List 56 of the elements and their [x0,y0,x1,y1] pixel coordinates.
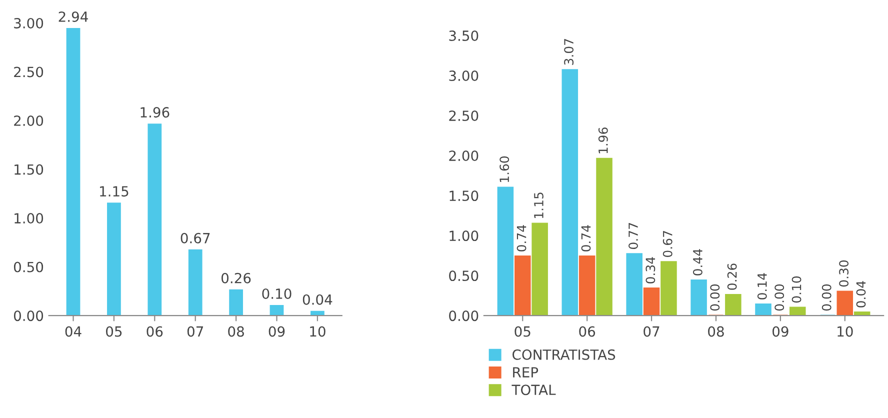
legend-label: CONTRATISTAS [512,349,616,360]
x-tick-label: 05 [514,326,530,337]
data-label: 0.30 [839,260,849,287]
x-tick-label: 06 [579,326,596,337]
data-label: 1.96 [598,128,608,154]
data-label: 0.04 [856,281,866,308]
data-label: 0.44 [692,249,702,276]
data-label: 0.34 [646,257,656,284]
y-tick-label: 0.50 [449,270,478,282]
data-label: 0.10 [262,288,292,299]
data-label: 0.00 [774,284,784,311]
y-tick-label: 2.50 [14,66,44,78]
data-label: 0.10 [792,276,802,303]
y-tick-label: 1.00 [14,213,44,224]
x-tick-label: 10 [838,326,853,337]
y-tick-label: 0.00 [449,310,478,322]
data-label: 0.00 [822,284,832,311]
data-label: 2.94 [58,11,88,22]
data-label: 3.07 [564,39,574,65]
data-label: 0.00 [710,284,720,311]
data-label: 0.77 [628,223,638,249]
data-label: 0.26 [222,272,251,284]
y-tick-label: 3.00 [14,18,44,28]
y-tick-label: 2.00 [14,115,44,126]
data-label: 0.74 [516,225,526,252]
data-label: 1.60 [500,156,510,182]
data-label: 0.14 [757,273,767,300]
x-tick-label: 10 [310,326,326,337]
y-tick-label: 2.00 [449,150,478,162]
y-tick-label: 0.00 [14,310,44,322]
data-label: 0.04 [302,294,332,305]
data-label: 1.15 [100,186,128,197]
x-tick-label: 04 [65,326,82,337]
y-tick-label: 1.50 [14,164,44,175]
data-label: 0.26 [727,264,737,290]
x-tick-label: 07 [644,326,660,337]
legend-label: REP [513,367,538,378]
data-label: 1.15 [534,192,544,218]
data-label: 1.96 [140,107,170,118]
data-label: 0.67 [662,231,672,257]
data-label: 0.67 [180,232,210,244]
x-tick-label: 06 [146,326,163,337]
x-tick-label: 07 [187,326,204,337]
y-tick-label: 1.00 [450,230,478,242]
x-tick-label: 05 [106,326,122,337]
y-tick-label: 3.50 [449,30,478,42]
y-tick-label: 2.50 [449,110,478,122]
x-tick-label: 09 [268,326,285,337]
x-tick-label: 08 [708,326,724,337]
x-tick-label: 09 [772,326,788,337]
y-tick-label: 3.00 [449,70,478,82]
y-tick-label: 0.50 [14,262,44,272]
y-tick-label: 1.50 [450,190,478,202]
legend-label: TOTAL [512,384,556,396]
x-tick-label: 08 [228,326,244,337]
data-label: 0.74 [581,225,591,252]
